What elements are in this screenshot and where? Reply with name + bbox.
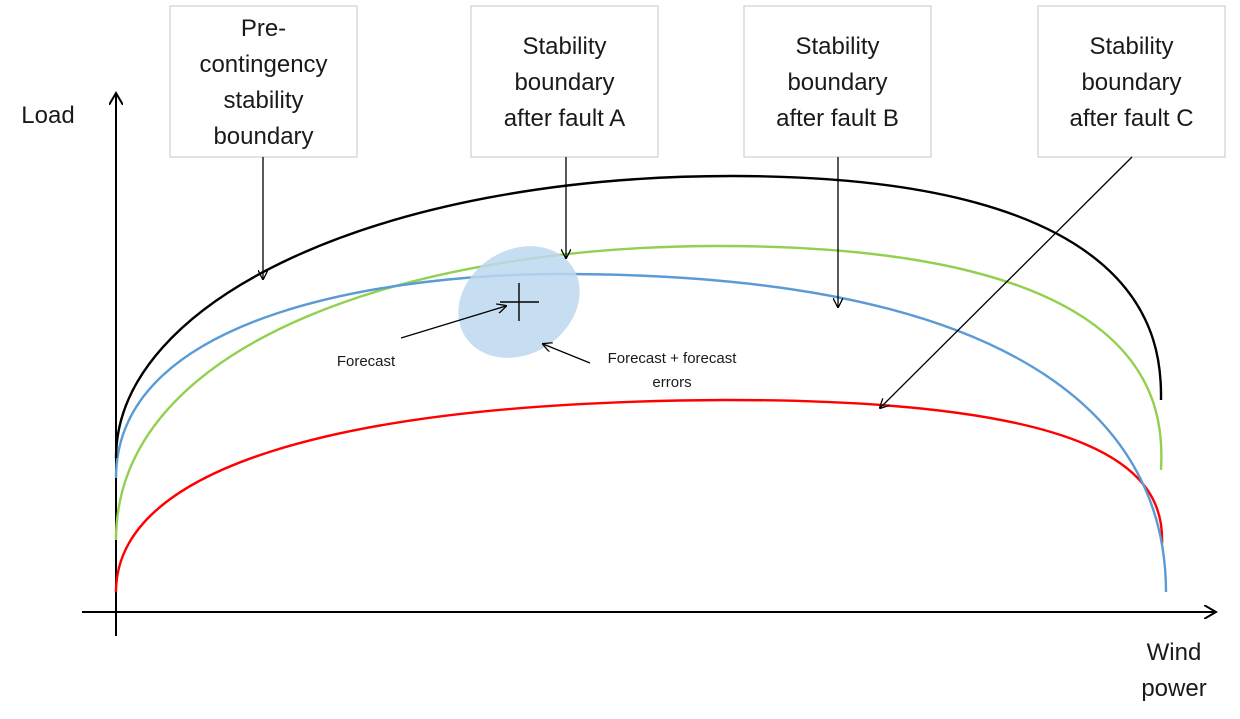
curve-fault-c	[114, 398, 1164, 593]
curve-fault-a	[114, 244, 1163, 541]
callout-fault-b: Stability boundary after fault B	[743, 5, 932, 158]
pointer-forecast-errors	[543, 344, 591, 364]
svg-text:boundary: boundary	[213, 123, 313, 150]
forecast-errors-label-line1: Forecast + forecast	[608, 350, 738, 367]
svg-text:Stability: Stability	[795, 33, 879, 60]
svg-text:after fault C: after fault C	[1069, 105, 1193, 132]
pointer-fault-c	[880, 156, 1133, 408]
svg-text:boundary: boundary	[1081, 69, 1181, 96]
svg-text:after fault B: after fault B	[776, 105, 899, 132]
forecast-errors-label-line2: errors	[652, 374, 691, 391]
y-axis-label: Load	[21, 102, 74, 129]
x-axis-label-line2: power	[1141, 675, 1206, 702]
curve-pre-contingency	[114, 174, 1163, 459]
svg-text:Pre-: Pre-	[241, 15, 286, 42]
callout-fault-c: Stability boundary after fault C	[1037, 5, 1226, 158]
svg-text:boundary: boundary	[514, 69, 614, 96]
svg-text:boundary: boundary	[787, 69, 887, 96]
callout-fault-a: Stability boundary after fault A	[470, 5, 659, 158]
svg-text:after fault A: after fault A	[504, 105, 625, 132]
callout-pre-contingency: Pre- contingency stability boundary	[169, 5, 358, 158]
svg-text:contingency: contingency	[199, 51, 327, 78]
curve-fault-b	[114, 272, 1168, 593]
x-axis-label-line1: Wind	[1147, 639, 1202, 666]
forecast-label: Forecast	[337, 353, 396, 370]
pointer-forecast	[400, 306, 506, 339]
forecast-cross-icon	[500, 283, 539, 321]
svg-text:stability: stability	[223, 87, 303, 114]
svg-text:Stability: Stability	[522, 33, 606, 60]
svg-text:Stability: Stability	[1089, 33, 1173, 60]
